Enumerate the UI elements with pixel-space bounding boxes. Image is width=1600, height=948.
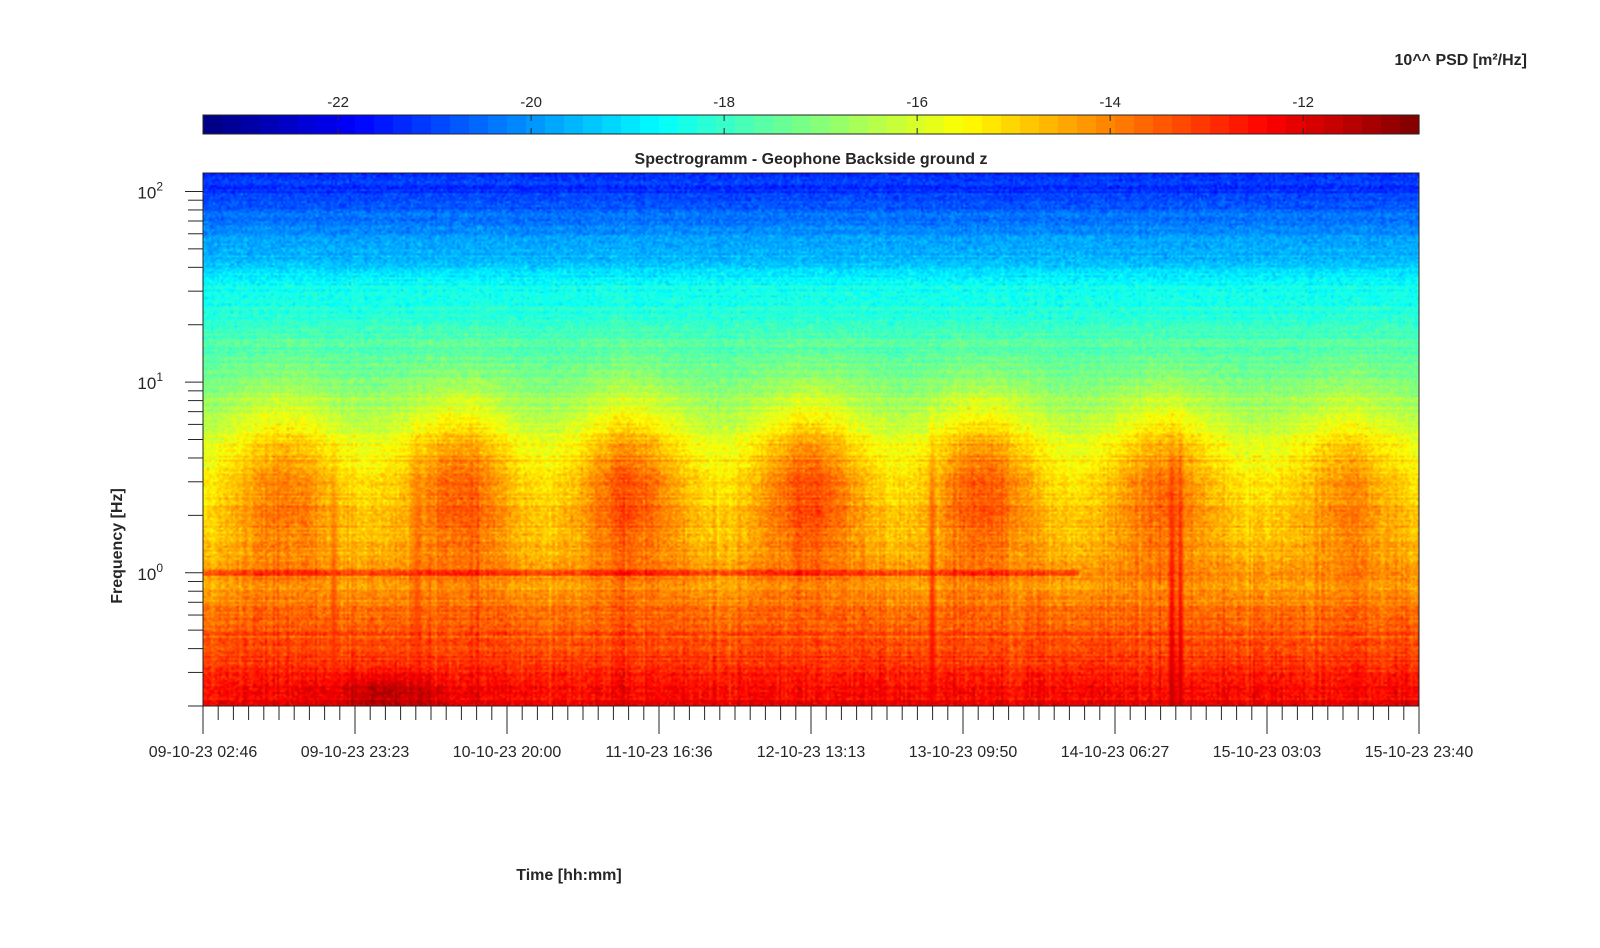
colorbar-cell [241,115,261,134]
x-tick-label: 13-10-23 09:50 [909,744,1018,761]
colorbar-cell [203,115,223,134]
colorbar-cell [317,115,337,134]
colorbar-tick-label: -16 [906,94,928,111]
colorbar-cell [412,115,432,134]
colorbar-cell [849,115,869,134]
colorbar-cell [1172,115,1192,134]
colorbar-cell [640,115,660,134]
x-tick-label: 11-10-23 16:36 [605,744,712,761]
x-tick-label: 09-10-23 02:46 [149,744,258,761]
colorbar-cell [450,115,470,134]
colorbar-cell [1400,115,1420,134]
colorbar-cell [1058,115,1078,134]
colorbar-tick-label: -12 [1292,94,1314,111]
colorbar-cell [355,115,375,134]
x-tick-label: 10-10-23 20:00 [453,744,562,761]
colorbar-cell [1229,115,1249,134]
colorbar-cell [792,115,812,134]
colorbar-cell [1343,115,1363,134]
colorbar-cell [279,115,299,134]
colorbar-cell [830,115,850,134]
colorbar-frame [202,114,1420,135]
colorbar-cell [887,115,907,134]
colorbar-cell [298,115,318,134]
colorbar-cell [336,115,356,134]
y-tick-label: 102 [137,179,163,202]
colorbar-cell [773,115,793,134]
colorbar-cell [868,115,888,134]
colorbar-cell [963,115,983,134]
colorbar-cell [602,115,622,134]
plot-area [202,172,1420,707]
colorbar-cell [1096,115,1116,134]
x-tick-label: 14-10-23 06:27 [1061,744,1170,761]
colorbar-cell [431,115,451,134]
colorbar-cell [1381,115,1401,134]
colorbar-cell [469,115,489,134]
colorbar-tick-label: -14 [1099,94,1121,111]
colorbar-cell [678,115,698,134]
colorbar-cell [1191,115,1211,134]
colorbar-cell [564,115,584,134]
y-axis: 100 101 102 [137,179,203,707]
colorbar-cell [222,115,242,134]
colorbar-cell [716,115,736,134]
x-axis-label: Time [hh:mm] [516,867,621,884]
colorbar-cell [393,115,413,134]
y-axis-label: Frequency [Hz] [109,488,126,604]
colorbar-cell [374,115,394,134]
colorbar-cell [735,115,755,134]
colorbar-cell [1039,115,1059,134]
colorbar-cell [1267,115,1287,134]
colorbar-cell [1305,115,1325,134]
colorbar-cell [1001,115,1021,134]
x-tick-label: 12-10-23 13:13 [757,744,866,761]
colorbar-cell [1248,115,1268,134]
colorbar-cell [1324,115,1344,134]
colorbar-cell [526,115,546,134]
spectrogram-heatmap [203,173,1419,706]
colorbar-cell [982,115,1002,134]
colorbar-cell [754,115,774,134]
colorbar-cell [1020,115,1040,134]
colorbar-cell [621,115,641,134]
colorbar-cell [1115,115,1135,134]
x-tick-label: 09-10-23 23:23 [301,744,410,761]
colorbar-cell [944,115,964,134]
colorbar-cell [1153,115,1173,134]
colorbar-cell [659,115,679,134]
y-tick-label: 101 [137,370,163,393]
colorbar-cell [697,115,717,134]
colorbar-cell [507,115,527,134]
colorbar-cell [1286,115,1306,134]
colorbar-cell [583,115,603,134]
colorbar-cell [545,115,565,134]
x-tick-label: 15-10-23 03:03 [1213,744,1322,761]
colorbar-cell [906,115,926,134]
colorbar-cell [1134,115,1154,134]
colorbar-cell [260,115,280,134]
colorbar-cell [488,115,508,134]
colorbar-cell [925,115,945,134]
colorbar-tick-label: -18 [713,94,735,111]
colorbar-cell [1362,115,1382,134]
colorbar-cell [811,115,831,134]
x-axis: 09-10-23 02:46 09-10-23 23:23 10-10-23 20:… [149,706,1474,761]
colorbar-tick-label: -22 [327,94,349,111]
colorbar-tick-label: -20 [520,94,542,111]
x-tick-label: 15-10-23 23:40 [1365,744,1474,761]
colorbar-cell [1210,115,1230,134]
colorbar-cell [1077,115,1097,134]
chart-title: Spectrogramm - Geophone Backside ground … [635,151,988,168]
colorbar: -22 -20 -18 -16 -14 -12 10^^ PSD [m²/Hz] [202,52,1527,135]
colorbar-label: 10^^ PSD [m²/Hz] [1395,52,1527,69]
y-tick-label: 100 [137,561,163,584]
